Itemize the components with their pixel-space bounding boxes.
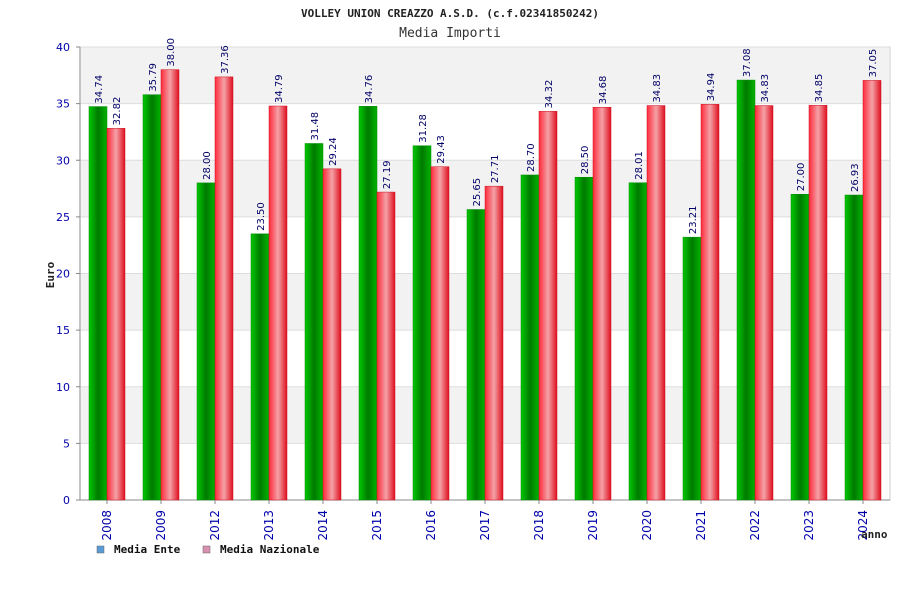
data-label: 34.68: [598, 76, 609, 105]
x-tick-label: 2012: [208, 510, 222, 541]
bar-media-ente: [358, 106, 378, 501]
legend-label: Media Ente: [114, 543, 181, 556]
bar-media-ente: [196, 182, 216, 501]
bar-media-nazionale: [646, 105, 666, 501]
bars-group: [88, 69, 882, 501]
bar-media-ente: [142, 94, 162, 501]
data-label: 29.24: [328, 137, 339, 166]
x-tick-label: 2015: [370, 510, 384, 541]
bar-media-ente: [466, 209, 486, 501]
data-label: 31.48: [310, 112, 321, 141]
legend: Media Ente Media Nazionale: [96, 543, 320, 556]
bar-media-nazionale: [862, 80, 882, 501]
bar-media-ente: [412, 145, 432, 501]
data-label: 34.74: [94, 75, 105, 104]
bar-media-ente: [736, 79, 756, 501]
data-labels-group: 34.74 32.82 35.79 38.00 28.00 37.36 23.50 34.79…: [94, 38, 879, 234]
bar-media-ente: [574, 176, 594, 501]
x-tick-label: 2019: [586, 510, 600, 541]
legend-label: Media Nazionale: [220, 543, 320, 556]
data-label: 28.00: [202, 151, 213, 180]
x-tick-label: 2022: [748, 510, 762, 541]
data-label: 32.82: [112, 97, 123, 126]
chart-title: VOLLEY UNION CREAZZO A.S.D. (c.f.0234185…: [301, 7, 599, 20]
y-tick-label: 15: [56, 324, 70, 337]
x-axis-label: anno: [861, 528, 888, 541]
bar-media-nazionale: [214, 76, 234, 501]
data-label: 23.21: [688, 206, 699, 235]
data-label: 28.70: [526, 143, 537, 172]
legend-swatch: [96, 545, 105, 554]
bar-media-nazionale: [700, 104, 720, 501]
data-label: 27.19: [382, 160, 393, 189]
y-tick-label: 10: [56, 381, 70, 394]
y-tick-label: 5: [63, 437, 70, 450]
y-tick-label: 30: [56, 154, 70, 167]
x-tick-label: 2018: [532, 510, 546, 541]
data-label: 34.83: [652, 74, 663, 103]
data-label: 37.05: [868, 49, 879, 78]
bar-media-nazionale: [808, 105, 828, 501]
bar-media-nazionale: [430, 166, 450, 501]
bar-media-ente: [304, 143, 324, 501]
bar-media-nazionale: [484, 185, 504, 501]
x-tick-label: 2021: [694, 510, 708, 541]
bar-media-ente: [790, 193, 810, 501]
y-tick-label: 20: [56, 268, 70, 281]
data-label: 38.00: [166, 38, 177, 67]
bar-media-ente: [682, 236, 702, 501]
x-tick-label: 2013: [262, 510, 276, 541]
data-label: 34.32: [544, 80, 555, 109]
x-tick-label: 2014: [316, 510, 330, 541]
y-axis-ticks: 0 5 10 15 20 25 30 35 40: [56, 41, 80, 507]
bar-media-ente: [844, 194, 864, 501]
data-label: 37.08: [742, 48, 753, 77]
x-axis-ticks: 2008 2009 2012 2013 2014 2015 2016 2017 2018 2019…: [100, 500, 870, 541]
data-label: 28.50: [580, 146, 591, 175]
bar-media-nazionale: [268, 105, 288, 501]
bar-media-ente: [520, 174, 540, 501]
x-tick-label: 2017: [478, 510, 492, 541]
data-label: 29.43: [436, 135, 447, 164]
data-label: 31.28: [418, 114, 429, 143]
y-tick-label: 0: [63, 494, 70, 507]
bar-media-nazionale: [376, 191, 396, 501]
data-label: 25.65: [472, 178, 483, 207]
legend-swatch: [202, 545, 211, 554]
data-label: 37.36: [220, 45, 231, 74]
bar-media-ente: [628, 182, 648, 501]
data-label: 23.50: [256, 202, 267, 231]
data-label: 28.01: [634, 151, 645, 180]
data-label: 27.71: [490, 155, 501, 184]
x-tick-label: 2024: [856, 510, 870, 541]
bar-media-ente: [88, 106, 108, 501]
data-label: 34.85: [814, 74, 825, 103]
x-tick-label: 2016: [424, 510, 438, 541]
bar-media-nazionale: [538, 111, 558, 501]
chart-subtitle: Media Importi: [399, 26, 501, 41]
data-label: 34.83: [760, 74, 771, 103]
x-tick-label: 2008: [100, 510, 114, 541]
data-label: 26.93: [850, 163, 861, 192]
y-axis-label: Euro: [44, 261, 57, 288]
y-tick-label: 40: [56, 41, 70, 54]
bar-media-nazionale: [592, 106, 612, 501]
data-label: 34.79: [274, 74, 285, 103]
bar-media-nazionale: [322, 168, 342, 501]
y-tick-label: 25: [56, 211, 70, 224]
bar-media-ente: [250, 233, 270, 501]
bar-media-nazionale: [160, 69, 180, 501]
bar-media-nazionale: [106, 128, 126, 501]
x-tick-label: 2023: [802, 510, 816, 541]
bar-media-nazionale: [754, 105, 774, 501]
x-tick-label: 2009: [154, 510, 168, 541]
y-tick-label: 35: [56, 98, 70, 111]
data-label: 34.94: [706, 73, 717, 102]
data-label: 27.00: [796, 163, 807, 192]
x-tick-label: 2020: [640, 510, 654, 541]
data-label: 34.76: [364, 75, 375, 104]
data-label: 35.79: [148, 63, 159, 92]
